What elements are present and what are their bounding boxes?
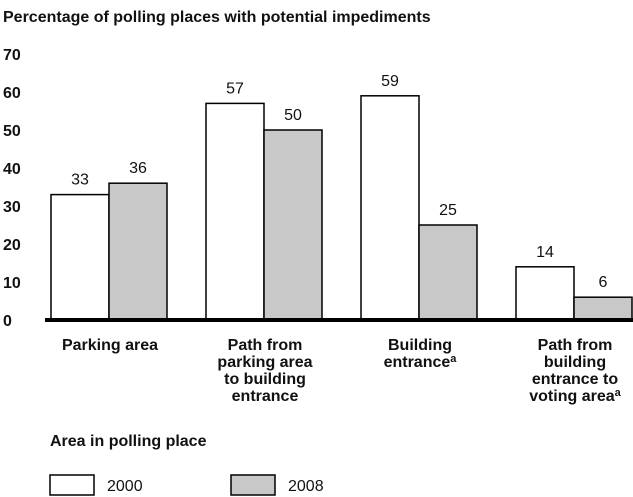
category-label: Building entrancea xyxy=(384,337,458,371)
category-label: Parking area xyxy=(62,337,158,354)
x-axis-title: Area in polling place xyxy=(50,433,207,450)
bar-2000 xyxy=(515,266,575,321)
bar-2000 xyxy=(50,193,110,321)
category-labels: Parking area Path from parking area to buil… xyxy=(62,337,622,405)
value-label: 14 xyxy=(536,244,554,261)
value-label: 33 xyxy=(71,172,89,189)
bar-2000 xyxy=(205,102,265,321)
value-label: 25 xyxy=(439,202,457,219)
bar-2000 xyxy=(360,95,420,321)
category-label: Path from building entrance to voting areaa xyxy=(529,337,621,405)
value-label: 36 xyxy=(129,160,147,177)
y-tick-label: 70 xyxy=(3,47,21,64)
y-axis-ticks: 0 10 20 30 40 50 60 70 xyxy=(3,47,21,330)
y-tick-label: 10 xyxy=(3,275,21,292)
chart-title: Percentage of polling places with potent… xyxy=(3,9,431,26)
y-tick-label: 20 xyxy=(3,237,21,254)
value-label: 50 xyxy=(284,107,302,124)
legend-label: 2008 xyxy=(288,478,324,495)
bar-2008 xyxy=(573,296,633,321)
bars xyxy=(50,95,633,321)
category-label: Path from parking area to building entrance xyxy=(217,337,312,405)
y-tick-label: 50 xyxy=(3,123,21,140)
y-tick-label: 60 xyxy=(3,85,21,102)
bar-2008 xyxy=(108,182,168,321)
y-tick-label: 40 xyxy=(3,161,21,178)
value-labels: 33 57 59 14 36 50 25 6 xyxy=(71,73,607,291)
bar-2008 xyxy=(263,129,323,321)
bar-2008 xyxy=(418,224,478,321)
y-tick-label: 30 xyxy=(3,199,21,216)
value-label: 6 xyxy=(599,274,608,291)
legend: 2000 2008 xyxy=(49,474,324,496)
legend-swatch-2008 xyxy=(230,474,276,496)
value-label: 59 xyxy=(381,73,399,90)
y-tick-label: 0 xyxy=(3,313,12,330)
legend-swatch-2000 xyxy=(49,474,95,496)
value-label: 57 xyxy=(226,80,244,97)
legend-label: 2000 xyxy=(107,478,143,495)
